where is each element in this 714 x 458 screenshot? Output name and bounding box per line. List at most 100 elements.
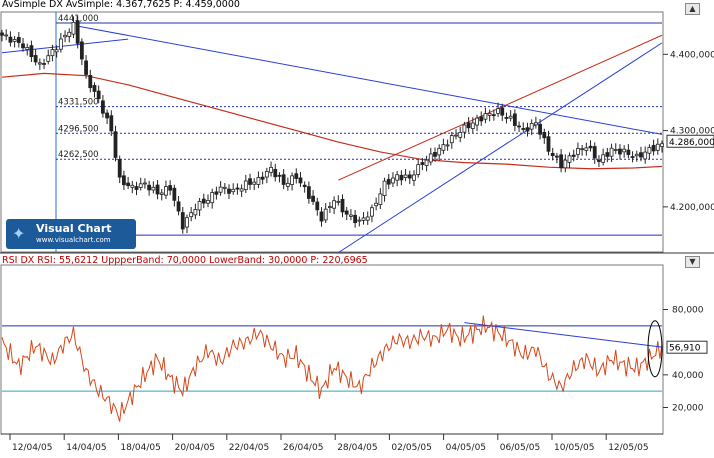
top-indicator-name: AvSimple DX AvSimple: bbox=[2, 0, 114, 10]
candle-body bbox=[138, 183, 143, 188]
candle-body bbox=[567, 155, 572, 163]
candle-body bbox=[517, 125, 521, 128]
candle-body bbox=[630, 156, 635, 158]
candle-body bbox=[96, 90, 101, 100]
candle-body bbox=[487, 112, 492, 116]
candle-body bbox=[264, 170, 269, 178]
candle-body bbox=[412, 174, 416, 181]
candle-body bbox=[92, 85, 97, 92]
rsi-upper-band: UppperBand: 70,0000 bbox=[101, 255, 206, 266]
candle-body bbox=[8, 36, 13, 43]
candle-body bbox=[33, 55, 38, 63]
candle-body bbox=[25, 47, 30, 50]
candle-body bbox=[159, 192, 164, 195]
candle-body bbox=[475, 117, 479, 126]
candle-body bbox=[143, 182, 147, 185]
candle-body bbox=[134, 186, 139, 190]
candle-body bbox=[88, 75, 93, 89]
scroll-up-button[interactable]: ▲ bbox=[685, 3, 700, 15]
candle-body bbox=[416, 164, 421, 175]
scroll-down-button[interactable]: ▼ bbox=[685, 256, 700, 268]
candle-body bbox=[46, 55, 51, 62]
candle-body bbox=[542, 131, 547, 139]
candle-body bbox=[525, 127, 530, 132]
candle-body bbox=[248, 178, 252, 185]
candle-body bbox=[206, 200, 210, 204]
candle-body bbox=[336, 200, 341, 203]
rsi-value: 55,6212 bbox=[58, 255, 99, 266]
candle-body bbox=[227, 188, 231, 194]
candle-body bbox=[365, 216, 370, 221]
candle-body bbox=[340, 198, 345, 213]
level-label: 4296,500 bbox=[58, 124, 99, 134]
candle-body bbox=[0, 32, 4, 36]
rsi-lower-band: LowerBand: 30,0000 bbox=[209, 255, 308, 266]
candle-body bbox=[538, 123, 542, 135]
candle-body bbox=[605, 152, 610, 157]
candle-body bbox=[176, 201, 181, 212]
candle-body bbox=[458, 131, 463, 138]
candle-body bbox=[634, 153, 639, 157]
candle-body bbox=[403, 174, 408, 179]
rsi-trend-line bbox=[464, 322, 663, 348]
candle-body bbox=[332, 200, 337, 209]
candle-body bbox=[37, 62, 42, 65]
candle-body bbox=[298, 177, 303, 184]
trend-line-channel bbox=[338, 34, 663, 181]
candle-body bbox=[231, 188, 236, 193]
candle-body bbox=[563, 159, 568, 169]
candle-body bbox=[222, 186, 227, 189]
candle-body bbox=[306, 186, 311, 199]
candle-body bbox=[588, 145, 593, 149]
candle-body bbox=[576, 148, 580, 155]
candle-body bbox=[84, 60, 88, 75]
candle-body bbox=[370, 207, 374, 217]
candle-body bbox=[597, 159, 601, 162]
candle-body bbox=[315, 201, 320, 211]
candle-body bbox=[424, 159, 429, 166]
rsi-last-value-label: 56,910 bbox=[669, 344, 701, 354]
rsi-last-value-box bbox=[666, 340, 708, 354]
y-tick-label: 4.400,000 bbox=[670, 50, 714, 60]
candle-body bbox=[113, 131, 118, 158]
candle-body bbox=[592, 146, 597, 159]
candle-body bbox=[256, 177, 261, 185]
candle-body bbox=[71, 21, 76, 35]
candle-body bbox=[302, 184, 307, 188]
candle-body bbox=[420, 162, 425, 165]
candle-body bbox=[285, 182, 290, 187]
candlestick-series bbox=[0, 15, 664, 234]
candle-body bbox=[239, 188, 244, 192]
candle-body bbox=[521, 128, 526, 130]
candle-body bbox=[311, 195, 315, 202]
candle-body bbox=[63, 34, 67, 38]
trend-line-up bbox=[338, 42, 663, 254]
candle-body bbox=[100, 100, 105, 114]
candle-body bbox=[290, 175, 294, 185]
top-indicator-value: 4.367,7625 bbox=[116, 0, 171, 10]
candle-body bbox=[500, 107, 505, 116]
candle-body bbox=[374, 202, 379, 207]
candle-body bbox=[273, 168, 278, 178]
top-p-label: P: bbox=[173, 0, 183, 10]
candle-body bbox=[185, 217, 189, 228]
candle-body bbox=[58, 38, 63, 50]
candle-body bbox=[353, 214, 358, 224]
candle-body bbox=[323, 208, 328, 221]
candle-body bbox=[214, 191, 219, 195]
x-tick-label: 20/04/05 bbox=[175, 443, 215, 453]
candle-body bbox=[147, 184, 152, 191]
candle-body bbox=[479, 116, 484, 122]
rsi-y-tick-label: 80,000 bbox=[672, 306, 704, 316]
candle-body bbox=[16, 37, 21, 43]
candle-body bbox=[504, 117, 509, 119]
candle-body bbox=[29, 45, 34, 58]
candle-body bbox=[12, 39, 17, 42]
visual-chart-logo: ✦ Visual Chart www.visualchart.com bbox=[6, 219, 136, 249]
candle-body bbox=[441, 144, 446, 151]
y-tick-label: 4.200,000 bbox=[670, 203, 714, 213]
candle-body bbox=[395, 174, 400, 181]
candle-body bbox=[470, 122, 475, 129]
candle-body bbox=[508, 115, 513, 119]
